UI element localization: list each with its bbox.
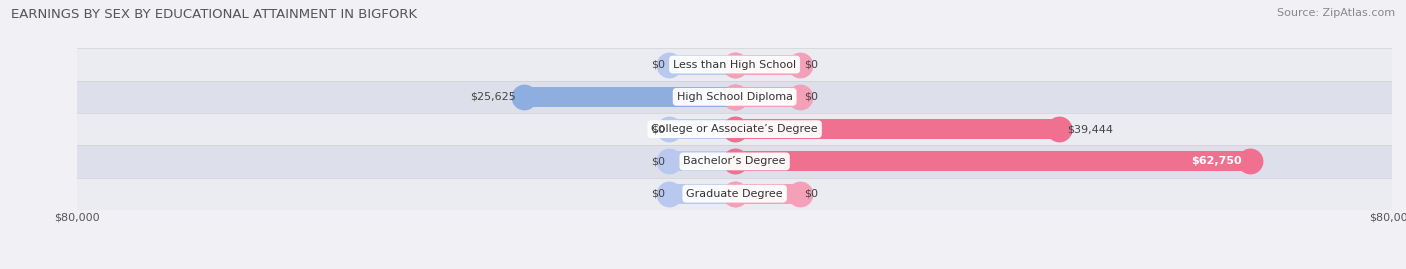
Bar: [77, 48, 1392, 81]
Bar: [735, 119, 1059, 139]
Text: Less than High School: Less than High School: [673, 59, 796, 70]
Bar: [77, 145, 1392, 178]
Text: Source: ZipAtlas.com: Source: ZipAtlas.com: [1277, 8, 1395, 18]
Text: Graduate Degree: Graduate Degree: [686, 189, 783, 199]
Text: $0: $0: [804, 189, 818, 199]
Bar: [735, 55, 800, 75]
Text: College or Associate’s Degree: College or Associate’s Degree: [651, 124, 818, 134]
Bar: [524, 87, 735, 107]
Text: $0: $0: [651, 189, 665, 199]
Text: Bachelor’s Degree: Bachelor’s Degree: [683, 156, 786, 167]
Text: $0: $0: [804, 59, 818, 70]
Bar: [735, 151, 1250, 171]
Text: $0: $0: [651, 59, 665, 70]
Text: $0: $0: [804, 92, 818, 102]
Text: $39,444: $39,444: [1067, 124, 1114, 134]
Bar: [669, 151, 735, 171]
Bar: [669, 55, 735, 75]
Text: $25,625: $25,625: [470, 92, 516, 102]
Text: EARNINGS BY SEX BY EDUCATIONAL ATTAINMENT IN BIGFORK: EARNINGS BY SEX BY EDUCATIONAL ATTAINMEN…: [11, 8, 418, 21]
Text: $0: $0: [651, 124, 665, 134]
Bar: [669, 184, 735, 204]
Bar: [735, 184, 800, 204]
Bar: [77, 113, 1392, 145]
Bar: [77, 178, 1392, 210]
Text: $62,750: $62,750: [1191, 156, 1241, 167]
Text: High School Diploma: High School Diploma: [676, 92, 793, 102]
Bar: [735, 87, 800, 107]
Bar: [77, 81, 1392, 113]
Bar: [669, 119, 735, 139]
Text: $0: $0: [651, 156, 665, 167]
